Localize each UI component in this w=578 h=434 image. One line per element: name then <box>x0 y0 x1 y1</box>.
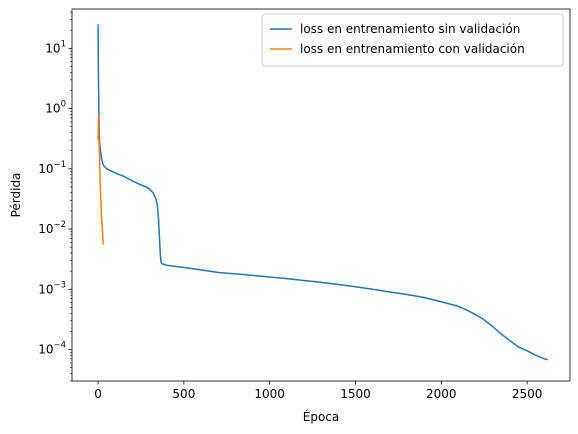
y-axis-ticks: 10−4 10−3 10−2 10−1 100 101 <box>38 11 72 382</box>
x-tick-label: 1000 <box>254 387 285 401</box>
y-tick-label: 10−1 <box>38 160 66 176</box>
legend: loss en entrenamiento sin validación los… <box>261 13 564 67</box>
x-tick-label: 2500 <box>512 387 543 401</box>
series-line-1 <box>97 115 104 245</box>
y-tick-label: 100 <box>45 100 66 116</box>
y-tick-label: 10−2 <box>38 220 66 236</box>
x-axis-label: Época <box>303 409 340 424</box>
legend-label-con-validacion: loss en entrenamiento con validación <box>300 42 525 56</box>
y-tick-label: 101 <box>45 39 66 55</box>
legend-box <box>261 13 564 67</box>
x-tick-label: 0 <box>94 387 102 401</box>
y-tick-label: 10−4 <box>38 341 66 357</box>
legend-label-sin-validacion: loss en entrenamiento sin validación <box>300 22 520 36</box>
y-axis-label: Pérdida <box>9 173 23 218</box>
plot-frame <box>71 8 571 382</box>
x-axis-ticks: 0 500 1000 1500 2000 2500 <box>94 381 542 401</box>
series-line-0 <box>97 24 548 361</box>
plot-lines <box>97 24 548 361</box>
x-tick-label: 500 <box>172 387 195 401</box>
x-tick-label: 1500 <box>340 387 371 401</box>
x-tick-label: 2000 <box>426 387 457 401</box>
y-tick-label: 10−3 <box>38 280 66 296</box>
